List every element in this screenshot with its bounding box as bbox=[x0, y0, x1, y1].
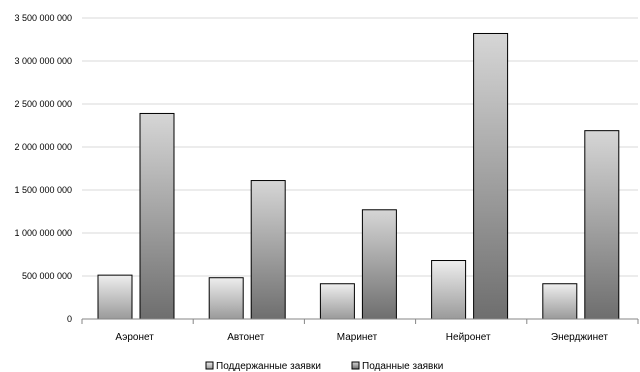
bar-supported bbox=[542, 283, 578, 320]
x-axis bbox=[81, 318, 639, 324]
x-tick-label: Маринет bbox=[337, 332, 378, 343]
bar-submitted bbox=[361, 209, 397, 320]
y-tick-label: 3 500 000 000 bbox=[14, 13, 72, 23]
legend-swatch bbox=[205, 361, 214, 370]
legend-label: Поддержанные заявки bbox=[216, 361, 321, 372]
x-tick-label: Нейронет bbox=[446, 332, 491, 343]
legend-swatch bbox=[351, 361, 360, 370]
y-tick-label: 500 000 000 bbox=[22, 271, 72, 281]
y-axis-ticks: 0 500 000 000 1 000 000 000 1 500 000 000 2 … bbox=[14, 13, 72, 324]
bar-submitted bbox=[473, 32, 509, 320]
y-tick-label: 2 500 000 000 bbox=[14, 99, 72, 109]
y-tick-label: 0 bbox=[67, 314, 72, 324]
bar-submitted bbox=[139, 112, 175, 320]
bar-supported bbox=[319, 283, 355, 320]
gridlines bbox=[82, 17, 638, 277]
legend-label: Поданные заявки bbox=[362, 361, 443, 372]
y-tick-label: 1 500 000 000 bbox=[14, 185, 72, 195]
bars bbox=[97, 32, 620, 320]
y-tick-label: 1 000 000 000 bbox=[14, 228, 72, 238]
bar-submitted bbox=[250, 180, 286, 320]
x-tick-label: Энерджинет bbox=[551, 332, 608, 343]
y-tick-label: 2 000 000 000 bbox=[14, 142, 72, 152]
bar-supported bbox=[431, 260, 467, 320]
x-tick-label: Аэронет bbox=[115, 332, 154, 343]
x-axis-labels: Аэронет Автонет Маринет Нейронет Энерджинет bbox=[115, 332, 608, 343]
x-tick-label: Автонет bbox=[227, 332, 265, 343]
legend: Поддержанные заявки Поданные заявки bbox=[205, 361, 443, 372]
bar-supported bbox=[97, 274, 133, 320]
bar-supported bbox=[208, 277, 244, 320]
y-tick-label: 3 000 000 000 bbox=[14, 56, 72, 66]
bar-submitted bbox=[584, 130, 620, 320]
